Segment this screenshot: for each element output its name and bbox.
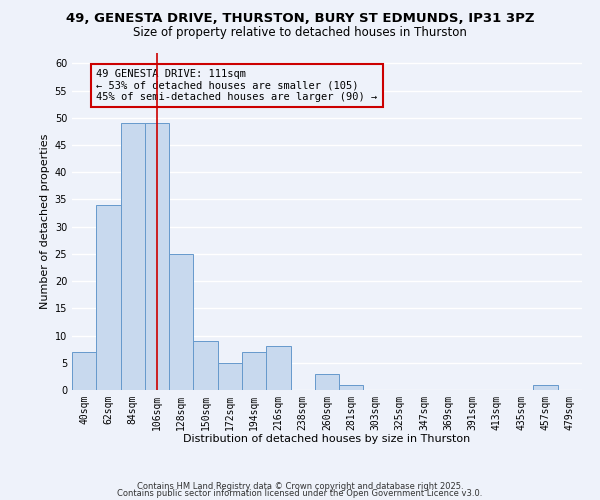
Y-axis label: Number of detached properties: Number of detached properties bbox=[40, 134, 50, 309]
Bar bbox=[218, 363, 242, 390]
Bar bbox=[315, 374, 339, 390]
Text: Contains HM Land Registry data © Crown copyright and database right 2025.: Contains HM Land Registry data © Crown c… bbox=[137, 482, 463, 491]
Bar bbox=[193, 341, 218, 390]
Text: 49, GENESTA DRIVE, THURSTON, BURY ST EDMUNDS, IP31 3PZ: 49, GENESTA DRIVE, THURSTON, BURY ST EDM… bbox=[66, 12, 534, 26]
Text: Size of property relative to detached houses in Thurston: Size of property relative to detached ho… bbox=[133, 26, 467, 39]
Bar bbox=[169, 254, 193, 390]
Bar bbox=[121, 124, 145, 390]
Bar bbox=[266, 346, 290, 390]
Bar bbox=[533, 384, 558, 390]
Bar bbox=[242, 352, 266, 390]
Bar bbox=[145, 124, 169, 390]
Bar bbox=[339, 384, 364, 390]
Bar bbox=[96, 205, 121, 390]
X-axis label: Distribution of detached houses by size in Thurston: Distribution of detached houses by size … bbox=[184, 434, 470, 444]
Text: Contains public sector information licensed under the Open Government Licence v3: Contains public sector information licen… bbox=[118, 490, 482, 498]
Text: 49 GENESTA DRIVE: 111sqm
← 53% of detached houses are smaller (105)
45% of semi-: 49 GENESTA DRIVE: 111sqm ← 53% of detach… bbox=[96, 69, 377, 102]
Bar bbox=[72, 352, 96, 390]
